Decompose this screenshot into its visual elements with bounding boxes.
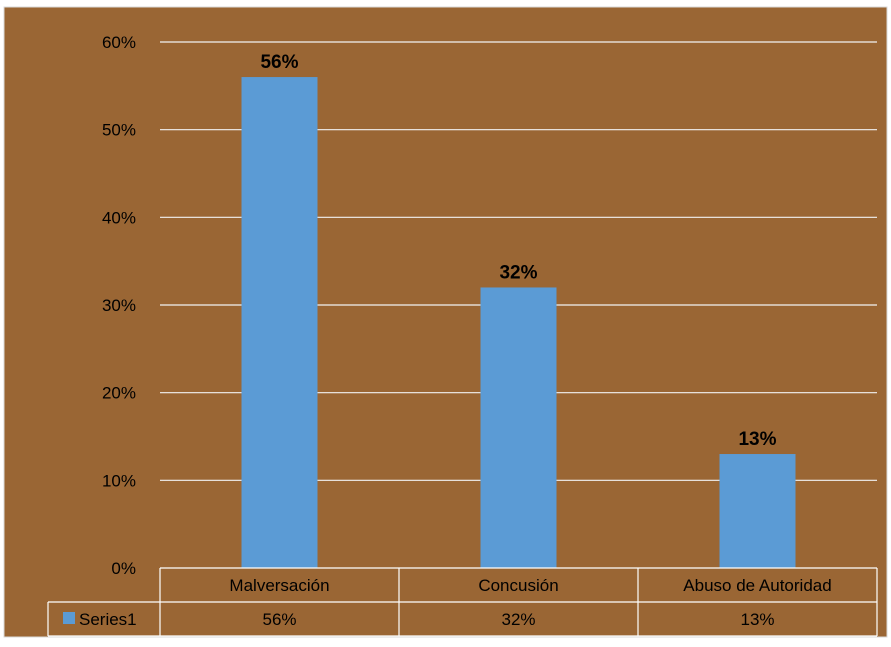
y-tick-label: 20%	[102, 384, 136, 403]
bar	[719, 454, 796, 568]
data-label: 13%	[738, 429, 776, 450]
bar	[241, 77, 318, 569]
data-label: 32%	[499, 262, 537, 283]
y-tick-label: 50%	[102, 121, 136, 140]
y-tick-label: 0%	[111, 559, 136, 578]
y-tick-label: 30%	[102, 296, 136, 315]
y-tick-label: 40%	[102, 208, 136, 227]
bar	[480, 287, 557, 568]
table-cell-value: 32%	[501, 610, 535, 629]
x-category-label: Malversación	[229, 576, 329, 595]
y-tick-label: 60%	[102, 33, 136, 52]
x-category-label: Abuso de Autoridad	[683, 576, 831, 595]
table-cell-value: 13%	[740, 610, 774, 629]
x-category-label: Concusión	[478, 576, 558, 595]
legend-swatch	[63, 612, 75, 624]
legend-series-name: Series1	[79, 610, 137, 629]
y-tick-label: 10%	[102, 471, 136, 490]
table-cell-value: 56%	[262, 610, 296, 629]
data-label: 56%	[260, 52, 298, 73]
